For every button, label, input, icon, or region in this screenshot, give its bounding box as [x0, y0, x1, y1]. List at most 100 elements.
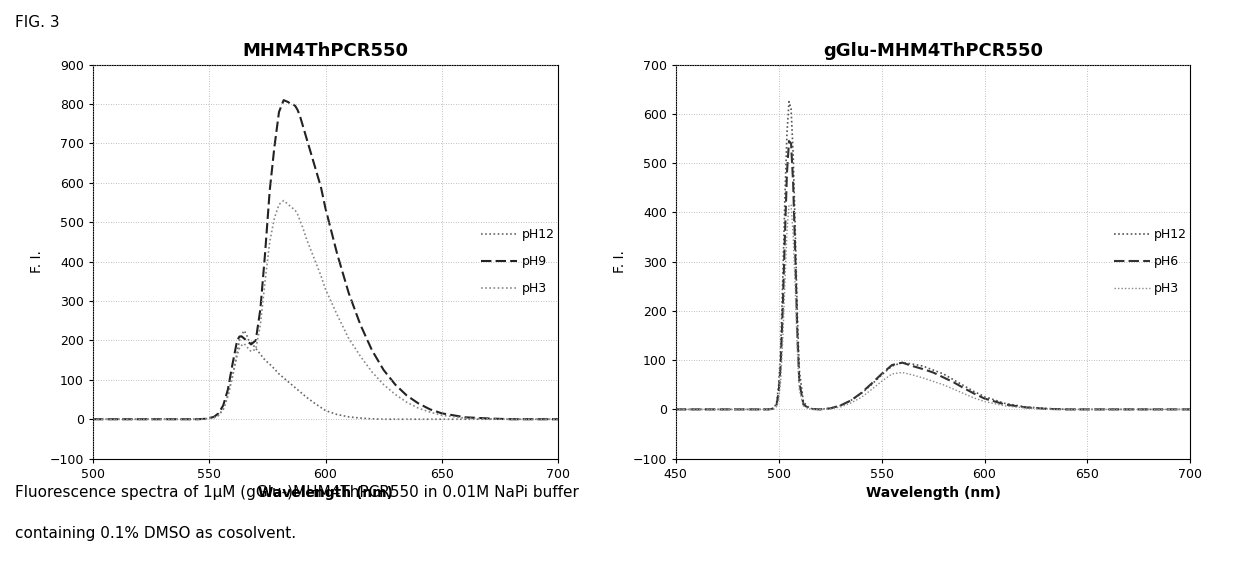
pH12	[802, 405, 817, 412]
pH12	[853, 390, 868, 397]
pH12	[314, 404, 329, 411]
pH12	[895, 359, 910, 366]
pH12	[306, 399, 321, 406]
pH12	[1080, 406, 1095, 413]
pH12	[551, 416, 565, 423]
pH12	[248, 345, 263, 352]
pH12	[668, 406, 683, 413]
pH3	[777, 280, 792, 288]
pH3	[771, 396, 786, 403]
pH12	[823, 405, 838, 412]
pH12	[253, 350, 268, 358]
pH12	[689, 406, 704, 413]
pH12	[765, 405, 780, 412]
pH12	[750, 406, 765, 413]
pH3	[689, 406, 704, 413]
Text: Fluorescence spectra of 1μM (gGlu-)MHM4ThPCR550 in 0.01M NaPi buffer: Fluorescence spectra of 1μM (gGlu-)MHM4T…	[15, 485, 579, 500]
pH12	[190, 416, 205, 423]
pH6	[1121, 406, 1136, 413]
pH6	[925, 369, 941, 376]
pH6	[874, 370, 889, 377]
pH3	[946, 386, 961, 393]
Text: containing 0.1% DMSO as cosolvent.: containing 0.1% DMSO as cosolvent.	[15, 526, 296, 542]
pH12	[481, 416, 496, 423]
pH3	[232, 345, 247, 352]
pH12	[1162, 406, 1177, 413]
pH3	[769, 403, 784, 410]
pH3	[812, 406, 827, 413]
pH3	[1059, 406, 1074, 413]
pH3	[1142, 406, 1157, 413]
pH12	[796, 399, 811, 406]
Line: pH3: pH3	[676, 205, 1190, 409]
pH6	[668, 406, 683, 413]
pH6	[689, 406, 704, 413]
pH6	[1080, 406, 1095, 413]
pH12	[179, 416, 193, 423]
pH12	[155, 416, 170, 423]
pH6	[1039, 405, 1054, 412]
pH12	[946, 376, 961, 383]
pH6	[967, 390, 982, 397]
pH6	[936, 374, 951, 381]
pH12	[967, 388, 982, 395]
pH6	[796, 401, 811, 408]
pH12	[412, 416, 427, 423]
pH6	[833, 402, 848, 409]
pH3	[998, 402, 1013, 409]
pH12	[1018, 403, 1033, 410]
pH12	[730, 406, 745, 413]
pH6	[1162, 406, 1177, 413]
pH3	[884, 370, 899, 377]
pH6	[895, 359, 910, 366]
pH6	[977, 395, 992, 402]
pH9	[232, 333, 247, 340]
pH3	[300, 236, 315, 243]
pH6	[787, 248, 802, 255]
pH12	[505, 416, 520, 423]
pH12	[780, 130, 795, 137]
pH6	[998, 401, 1013, 408]
pH12	[1039, 405, 1054, 412]
pH6	[905, 363, 920, 370]
pH3	[796, 402, 811, 409]
pH3	[765, 405, 780, 412]
pH3	[967, 395, 982, 402]
pH3	[843, 399, 858, 406]
pH6	[775, 302, 790, 309]
pH3	[551, 416, 565, 423]
pH6	[853, 390, 868, 397]
pH12	[1121, 406, 1136, 413]
pH12	[131, 416, 148, 423]
pH12	[777, 194, 792, 201]
pH12	[237, 327, 252, 334]
pH12	[915, 363, 930, 370]
pH12	[833, 402, 848, 409]
pH6	[823, 405, 838, 412]
Y-axis label: F. I.: F. I.	[30, 250, 45, 273]
pH12	[399, 416, 414, 423]
Line: pH9: pH9	[93, 100, 558, 419]
pH6	[771, 389, 786, 396]
pH6	[1142, 406, 1157, 413]
pH12	[207, 414, 222, 421]
pH3	[1183, 406, 1198, 413]
pH12	[263, 360, 278, 368]
pH3	[864, 386, 879, 393]
pH12	[388, 416, 403, 423]
pH12	[792, 366, 807, 373]
pH12	[905, 360, 920, 368]
pH12	[353, 415, 368, 422]
pH12	[787, 223, 802, 230]
pH3	[781, 202, 796, 209]
pH3	[290, 211, 305, 218]
pH12	[775, 273, 790, 280]
pH6	[790, 327, 805, 334]
pH3	[1162, 406, 1177, 413]
pH9	[434, 410, 449, 417]
pH6	[802, 405, 817, 412]
pH12	[769, 399, 784, 406]
pH6	[843, 397, 858, 404]
pH12	[109, 416, 124, 423]
pH3	[956, 390, 971, 397]
